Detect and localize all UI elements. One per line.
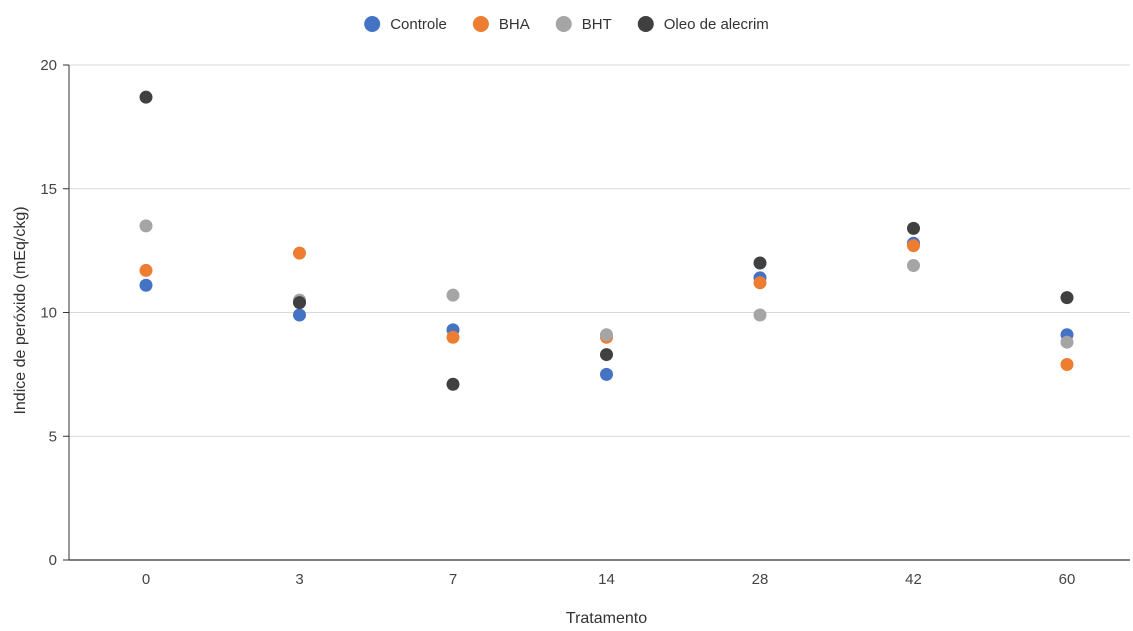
point-bht-60	[1060, 335, 1074, 349]
point-oleo-de-alecrim-60	[1060, 291, 1074, 305]
y-tick-label: 0	[49, 552, 57, 569]
legend-label: Controle	[390, 16, 447, 33]
x-tick-label: 14	[598, 571, 615, 588]
legend-label: BHA	[499, 16, 530, 33]
x-axis-title: Tratamento	[566, 610, 647, 627]
point-bha-3	[293, 246, 306, 260]
point-oleo-de-alecrim-28	[753, 256, 767, 270]
point-bht-42	[907, 258, 920, 272]
y-tick-label: 15	[40, 181, 57, 198]
data-points	[139, 90, 1074, 391]
y-axis-title: Indice de peróxido (mEq/ckg)	[12, 206, 29, 414]
y-tick-labels: 0 5 10 15 20	[40, 57, 57, 569]
point-oleo-de-alecrim-0	[139, 90, 153, 104]
point-oleo-de-alecrim-3	[293, 296, 306, 310]
point-bht-14	[600, 328, 613, 342]
point-controle-14	[600, 367, 613, 381]
point-oleo-de-alecrim-14	[600, 348, 613, 362]
grid-lines	[69, 64, 1130, 437]
y-tick-label: 10	[40, 305, 57, 322]
point-bht-7	[446, 288, 460, 302]
y-tick-label: 20	[40, 57, 57, 74]
x-tick-label: 28	[752, 571, 769, 588]
legend-marker	[364, 16, 381, 32]
legend-marker	[637, 16, 654, 32]
legend-item-bht: BHT	[555, 16, 612, 33]
point-bha-42	[907, 239, 920, 253]
point-oleo-de-alecrim-7	[446, 377, 460, 391]
point-bha-28	[753, 276, 767, 290]
legend-item-oleo-de-alecrim: Oleo de alecrim	[637, 16, 769, 33]
point-bha-0	[139, 263, 153, 277]
legend-item-bha: BHA	[472, 16, 530, 33]
axes	[63, 64, 1130, 561]
point-bht-0	[139, 219, 153, 233]
x-tick-labels: 0 3 7 14 28 42 60	[142, 571, 1076, 588]
legend-item-controle: Controle	[364, 16, 447, 33]
x-tick-label: 3	[295, 571, 303, 588]
point-oleo-de-alecrim-42	[907, 221, 920, 235]
legend: Controle BHA BHT Oleo de alecrim	[364, 16, 769, 33]
y-tick-label: 5	[49, 428, 57, 445]
x-tick-label: 0	[142, 571, 150, 588]
legend-label: BHT	[582, 16, 612, 33]
point-controle-3	[293, 308, 306, 322]
legend-label: Oleo de alecrim	[664, 16, 769, 33]
x-tick-label: 42	[905, 571, 922, 588]
point-bht-28	[753, 308, 767, 322]
point-bha-7	[446, 330, 460, 344]
point-bha-60	[1060, 357, 1074, 371]
x-tick-label: 7	[449, 571, 457, 588]
x-tick-label: 60	[1059, 571, 1076, 588]
legend-marker	[472, 16, 489, 32]
point-controle-0	[139, 278, 153, 292]
legend-marker	[555, 16, 572, 32]
